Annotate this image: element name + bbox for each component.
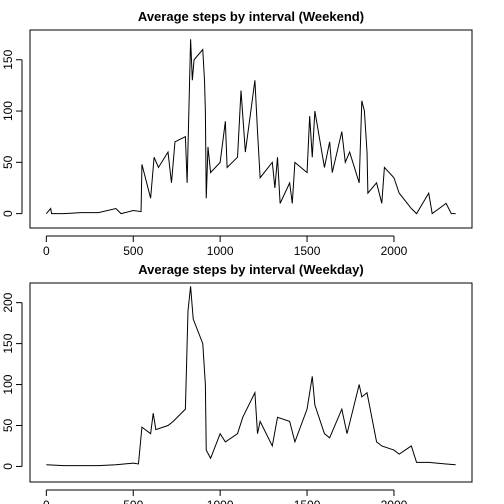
plot-box [29, 29, 473, 229]
x-tick-label: 0 [43, 244, 50, 258]
x-tick-label: 500 [123, 498, 143, 504]
chart-title: Average steps by interval (Weekday) [138, 262, 363, 277]
y-tick-label: 200 [1, 292, 15, 312]
x-tick-label: 1000 [207, 498, 234, 504]
y-tick-label: 150 [1, 333, 15, 353]
data-line [45, 39, 456, 215]
data-line [46, 286, 456, 467]
x-tick-label: 1500 [294, 244, 321, 258]
x-tick-label: 500 [123, 244, 143, 258]
chart-title: Average steps by interval (Weekend) [138, 9, 364, 24]
x-tick-label: 0 [43, 498, 50, 504]
y-tick-label: 50 [1, 418, 15, 432]
x-tick-label: 1500 [294, 498, 321, 504]
x-tick-label: 2000 [381, 498, 408, 504]
y-tick-label: 150 [1, 49, 15, 69]
y-tick-label: 100 [1, 101, 15, 121]
y-tick-label: 50 [1, 155, 15, 169]
y-tick-label: 0 [1, 463, 15, 470]
y-tick-label: 0 [1, 210, 15, 217]
plot-box [29, 282, 473, 483]
x-tick-label: 2000 [381, 244, 408, 258]
x-tick-label: 1000 [207, 244, 234, 258]
y-tick-label: 100 [1, 374, 15, 394]
